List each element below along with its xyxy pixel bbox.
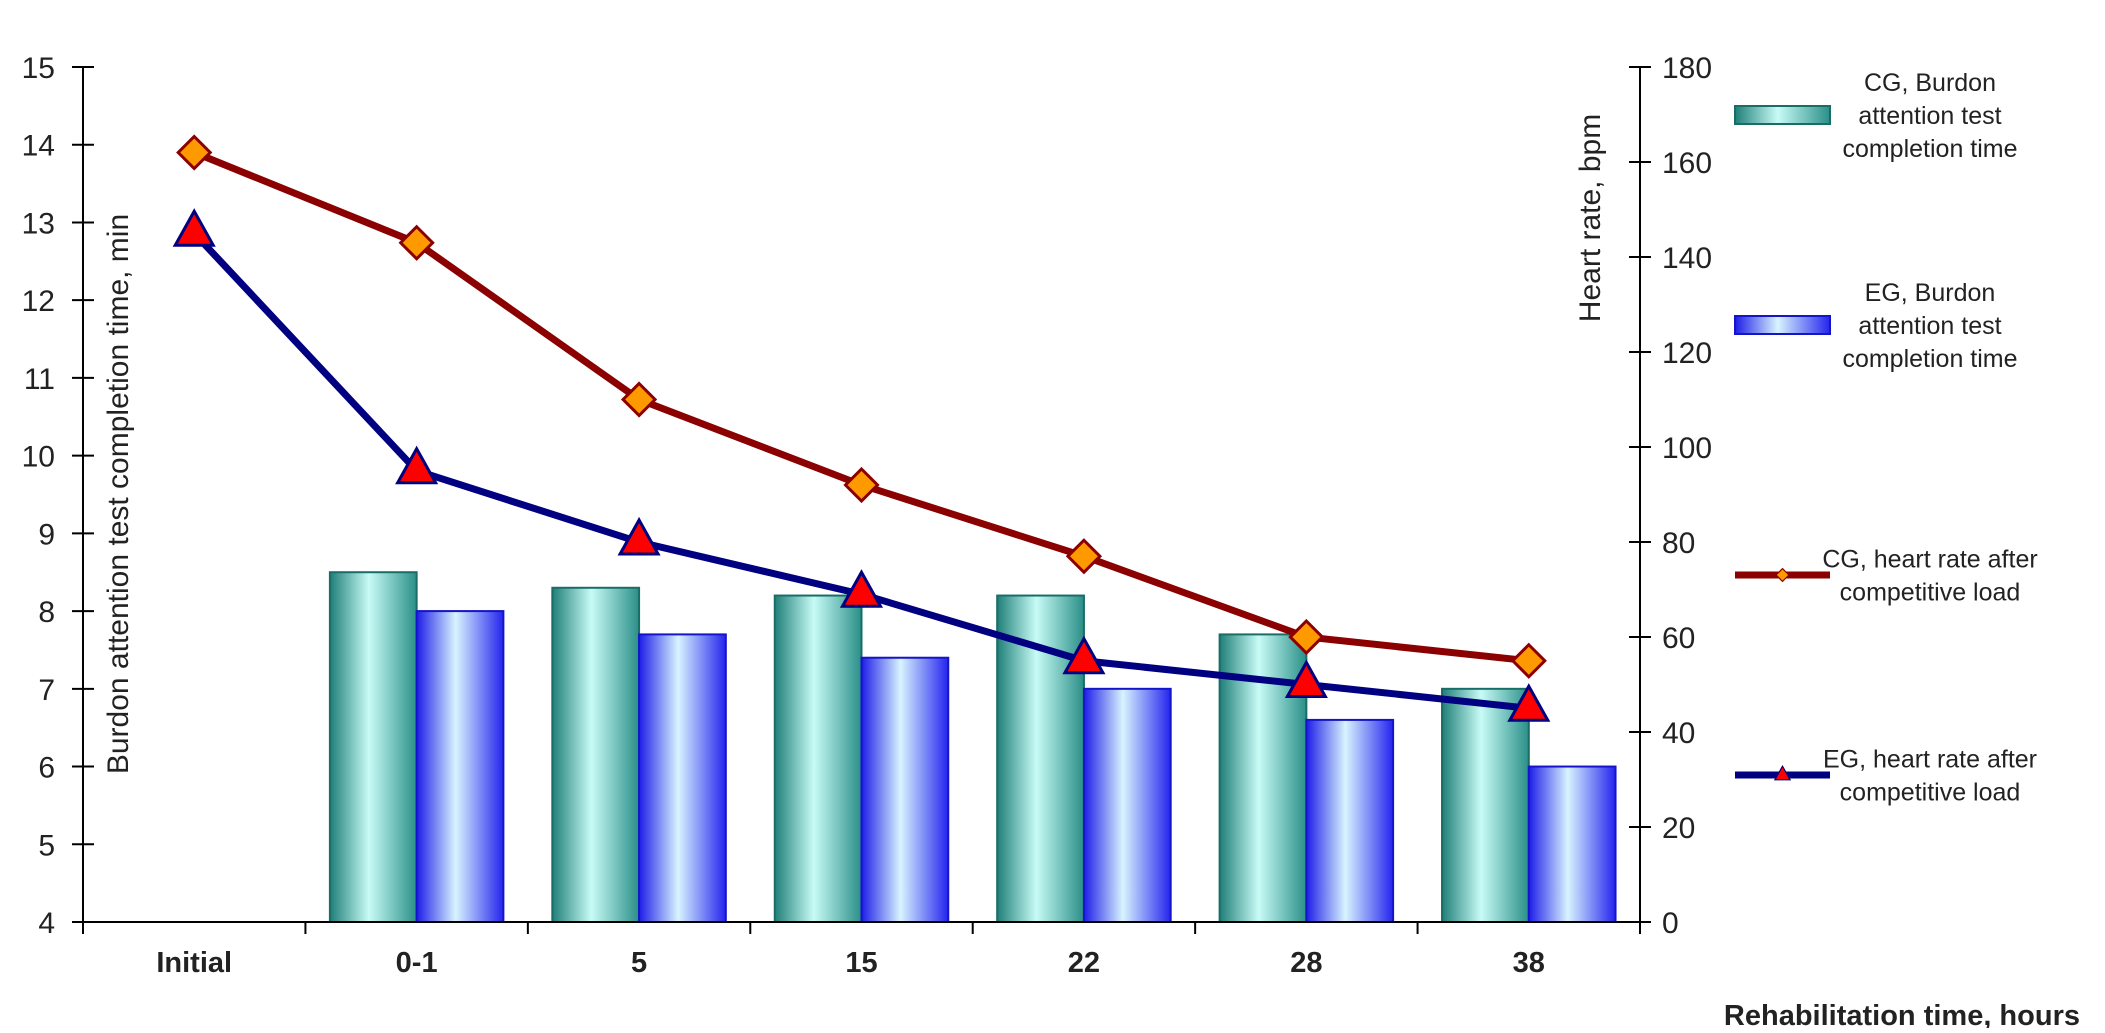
y-right-tick-label: 160: [1662, 147, 1712, 180]
point-eg-heart-rate: [839, 569, 884, 608]
bar-cg: [551, 586, 641, 923]
y-left-tick-label: 12: [22, 285, 55, 318]
y-left-tick-label: 11: [24, 363, 55, 396]
legend-entry: EG, heart rate after competitive load: [1735, 746, 2037, 807]
x-tick-label: 38: [1513, 947, 1545, 979]
point-eg-heart-rate: [395, 445, 439, 485]
lines-layer: [172, 134, 1551, 722]
bar-eg: [860, 656, 950, 924]
legend-entry: EG, Burdon attention test completion time: [1734, 279, 2018, 373]
point-eg-heart-rate: [1507, 683, 1551, 722]
point-cg-heart-rate: [620, 381, 658, 418]
legend-label: attention test: [1858, 312, 2001, 340]
y-right-tick-label: 20: [1662, 812, 1695, 845]
legend-label: CG, heart rate after: [1822, 546, 2037, 574]
y-left-tick-label: 10: [22, 441, 55, 474]
point-cg-heart-rate: [1065, 538, 1103, 575]
y-right-tick-label: 60: [1662, 622, 1695, 655]
x-tick-label: 15: [845, 947, 877, 979]
point-eg-heart-rate: [617, 516, 661, 556]
legend-label: completion time: [1842, 345, 2017, 373]
legend-label: attention test: [1858, 102, 2001, 130]
y-left-tick-label: 9: [38, 518, 55, 551]
bar-cg: [328, 571, 418, 924]
y-right-tick-label: 80: [1662, 527, 1695, 560]
legend-swatch: [1734, 105, 1831, 125]
bar-eg: [638, 633, 727, 924]
point-cg-heart-rate: [398, 224, 435, 261]
y-left-tick-label: 13: [22, 207, 55, 240]
x-tick-label: 28: [1290, 947, 1322, 979]
x-axis-label: Rehabilitation time, hours: [1724, 1000, 2080, 1028]
x-tick-label: 0-1: [396, 947, 438, 979]
y-left-tick-label: 8: [38, 596, 55, 629]
y-left-tick-label: 15: [22, 52, 55, 85]
y-left-tick-label: 5: [38, 829, 55, 862]
y-left-tick-label: 14: [22, 130, 55, 163]
point-eg-heart-rate: [1062, 635, 1106, 675]
bar-cg: [773, 594, 863, 924]
bar-eg: [415, 610, 505, 923]
legend-label: CG, Burdon: [1864, 69, 1996, 97]
legend-label: competitive load: [1840, 779, 2021, 807]
point-cg-heart-rate: [1510, 642, 1547, 679]
y-right-tick-label: 140: [1662, 242, 1712, 275]
point-eg-heart-rate: [1284, 659, 1328, 698]
legend-label: competitive load: [1840, 579, 2021, 607]
y-axis-left-label: Burdon attention test completion time, m…: [102, 214, 135, 774]
point-cg-heart-rate: [1288, 618, 1325, 656]
axes-layer: 4 5 6 7 8 9 10 11 12 13 14 15 0 20 40 60 80 100 120 140 160 1…: [22, 52, 1712, 979]
bar-cg: [1441, 687, 1530, 923]
y-left-tick-label: 6: [38, 752, 55, 785]
legend-entry: CG, heart rate after competitive load: [1735, 546, 2038, 607]
bar-eg: [1527, 765, 1617, 924]
x-tick-label: Initial: [156, 947, 232, 979]
point-cg-heart-rate: [843, 466, 880, 504]
legend-label: EG, Burdon: [1865, 279, 1996, 307]
x-tick-label: 22: [1068, 947, 1100, 979]
y-right-tick-label: 40: [1662, 717, 1695, 750]
legend-label: EG, heart rate after: [1823, 746, 2037, 774]
y-right-tick-label: 180: [1662, 52, 1712, 85]
y-axis-right-label: Heart rate, bpm: [1574, 114, 1607, 322]
point-eg-heart-rate: [172, 208, 216, 247]
legend-marker: [1773, 764, 1792, 781]
point-cg-heart-rate: [176, 134, 213, 171]
y-right-tick-label: 100: [1662, 432, 1712, 465]
bars-layer: [328, 571, 1617, 924]
y-right-tick-label: 120: [1662, 337, 1712, 370]
legend-label: completion time: [1842, 135, 2017, 163]
bar-eg: [1082, 687, 1172, 923]
y-right-tick-label: 0: [1662, 907, 1679, 940]
legend-swatch: [1734, 315, 1831, 335]
y-left-tick-label: 7: [38, 674, 55, 707]
x-tick-label: 5: [631, 947, 647, 979]
y-left-tick-label: 4: [38, 907, 55, 940]
legend-entry: CG, Burdon attention test completion time: [1734, 69, 2018, 163]
legend-marker: [1775, 567, 1790, 583]
bar-eg: [1305, 718, 1395, 924]
